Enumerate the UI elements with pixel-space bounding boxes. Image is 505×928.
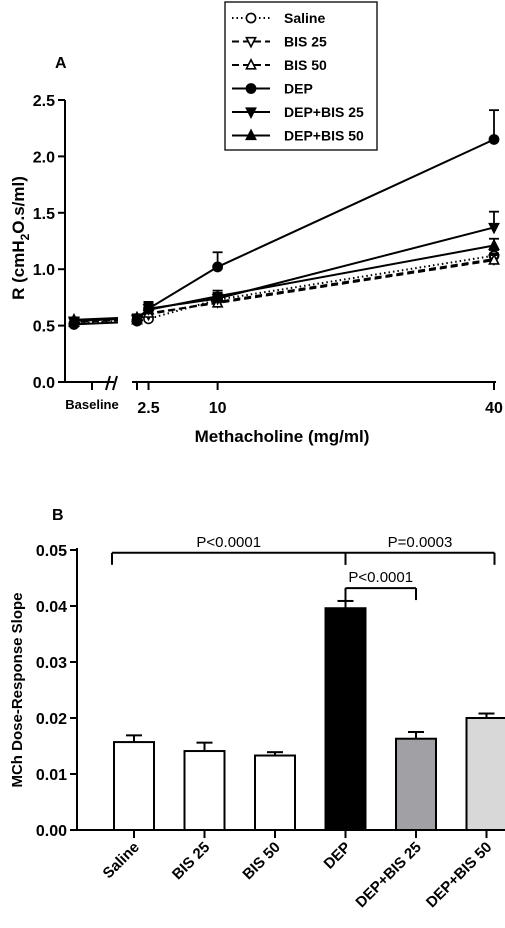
y-tick-label-b: 0.01 bbox=[36, 767, 67, 784]
legend-a: Saline BIS 25 BIS 50 DEP DEP+BIS 25 DEP+BIS 5… bbox=[224, 1, 378, 151]
significance-bracket: P<0.0001 bbox=[344, 569, 417, 601]
y-tick-label-b: 0.00 bbox=[36, 823, 67, 840]
bar-saline bbox=[113, 741, 155, 832]
legend-label: Saline bbox=[284, 10, 325, 26]
panel-a-plot: 0.0 0.5 1.0 1.5 2.0 2.5 Baseline 2.5 10 40 bbox=[33, 93, 503, 417]
bar-dep-bis-50 bbox=[465, 717, 505, 831]
data-point bbox=[488, 253, 500, 265]
y-tick-label-b: 0.02 bbox=[36, 711, 67, 728]
y-tick-label-a: 2.5 bbox=[33, 93, 55, 110]
ylabel-part-1: R (cmH bbox=[9, 240, 28, 300]
x-tick-label-b: Saline bbox=[100, 839, 143, 882]
data-point bbox=[488, 134, 500, 145]
data-point bbox=[131, 310, 143, 323]
legend-label: DEP+BIS 50 bbox=[284, 128, 364, 144]
legend-marker bbox=[245, 128, 257, 141]
significance-bracket: P<0.0001 bbox=[111, 534, 347, 565]
legend-label: BIS 50 bbox=[284, 57, 327, 73]
series-baseline-line bbox=[69, 319, 119, 324]
x-tick-label-a: 10 bbox=[209, 400, 227, 417]
data-point bbox=[488, 222, 500, 235]
bar-bis-25 bbox=[183, 750, 226, 831]
data-point bbox=[68, 313, 80, 325]
y-tick-label-b: 0.04 bbox=[36, 599, 67, 616]
panel-a-label: A bbox=[55, 55, 67, 72]
series-baseline-line bbox=[69, 316, 119, 321]
p-value-label: P<0.0001 bbox=[196, 534, 261, 551]
legend-label: BIS 25 bbox=[284, 34, 327, 50]
y-tick-label-b: 0.03 bbox=[36, 655, 67, 672]
series-line bbox=[136, 226, 495, 320]
x-tick-label-a: 40 bbox=[485, 400, 503, 417]
x-tick-label-a: Baseline bbox=[65, 397, 118, 412]
legend-box bbox=[224, 1, 378, 151]
x-tick-label-b: DEP+BIS 50 bbox=[423, 839, 495, 911]
series-line bbox=[136, 259, 495, 321]
y-tick-label-a: 0.0 bbox=[33, 375, 55, 392]
series-line bbox=[136, 254, 495, 323]
x-tick-label-b: BIS 50 bbox=[239, 839, 283, 883]
legend-label: DEP bbox=[284, 81, 313, 97]
p-value-label: P<0.0001 bbox=[348, 569, 413, 586]
panel-b-ylabel: MCh Dose-Response Slope bbox=[9, 592, 26, 787]
panel-b-plot: 0.00 0.01 0.02 0.03 0.04 0.05 Saline BIS 25 BIS … bbox=[36, 534, 505, 911]
p-value-label: P=0.0003 bbox=[388, 534, 453, 551]
legend-marker bbox=[245, 36, 257, 49]
bar-dep bbox=[324, 607, 367, 831]
series-baseline-line bbox=[69, 318, 119, 323]
data-point bbox=[142, 302, 155, 315]
panel-a-xlabel: Methacholine (mg/ml) bbox=[195, 427, 370, 446]
y-tick-label-a: 0.5 bbox=[33, 319, 55, 336]
data-point bbox=[211, 289, 224, 301]
panel-b-label: B bbox=[52, 507, 64, 524]
axis-break-mark bbox=[105, 375, 111, 391]
y-tick-label-a: 1.5 bbox=[33, 206, 55, 223]
x-tick-label-b: BIS 25 bbox=[169, 839, 213, 883]
data-point bbox=[212, 261, 224, 273]
bar-bis-50 bbox=[254, 754, 296, 832]
legend-marker bbox=[245, 83, 257, 94]
series-line bbox=[136, 138, 495, 321]
panel-a-ylabel: R (cmH2O.s/ml) bbox=[9, 176, 32, 300]
axis-break-mark bbox=[112, 375, 118, 391]
legend-marker bbox=[245, 58, 257, 70]
x-tick-label-a: 2.5 bbox=[137, 400, 159, 417]
legend-marker bbox=[245, 12, 257, 24]
legend-marker bbox=[245, 107, 257, 119]
ylabel-subscript: 2 bbox=[18, 233, 32, 240]
legend-label: DEP+BIS 25 bbox=[284, 104, 364, 120]
significance-bracket: P=0.0003 bbox=[344, 534, 496, 565]
y-tick-label-b: 0.05 bbox=[36, 543, 67, 560]
x-tick-label-b: DEP+BIS 25 bbox=[352, 839, 424, 911]
y-tick-label-a: 2.0 bbox=[33, 149, 55, 166]
data-point bbox=[488, 238, 500, 251]
bar-dep-bis-25 bbox=[395, 737, 437, 831]
series-dep-bis-50 bbox=[68, 237, 500, 325]
ylabel-part-2: O.s/ml) bbox=[9, 176, 28, 234]
series-line bbox=[136, 244, 495, 319]
y-tick-label-a: 1.0 bbox=[33, 262, 55, 279]
x-tick-label-b: DEP bbox=[320, 839, 354, 873]
